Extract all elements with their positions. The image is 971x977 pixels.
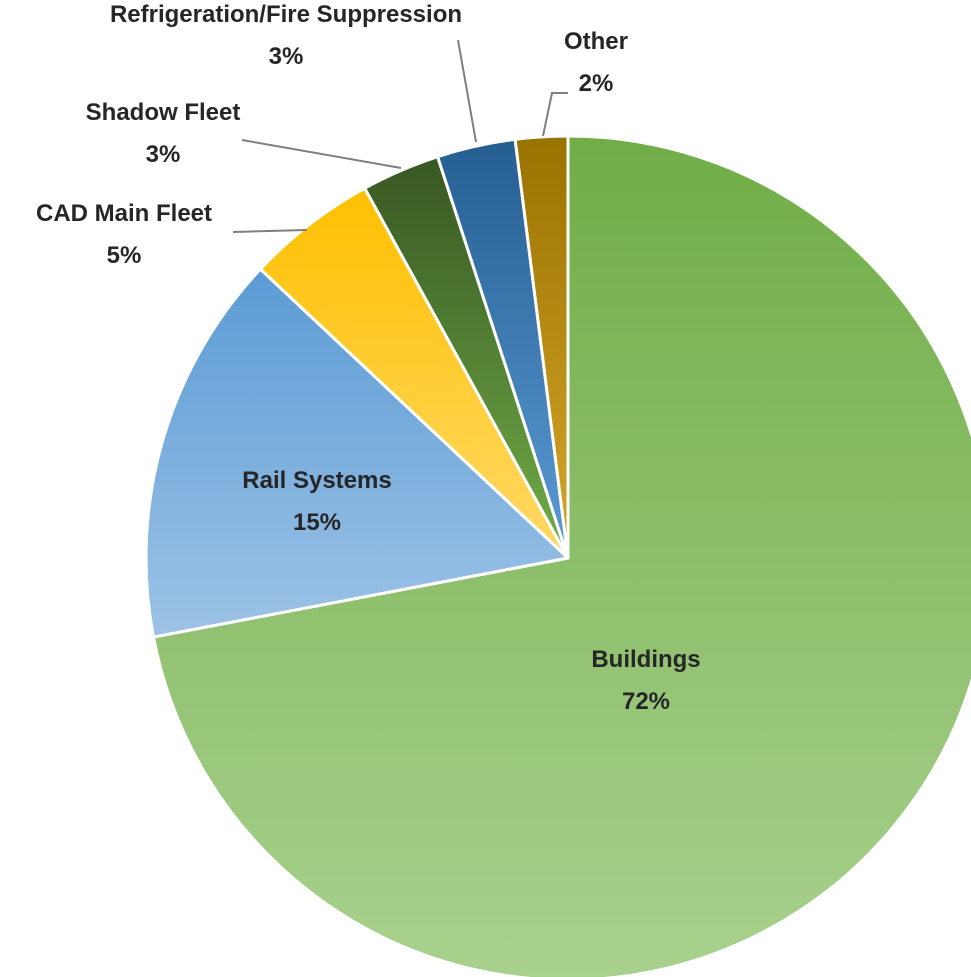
pie-slices [144,134,971,977]
slice-rail-systems [144,267,570,639]
data-label-pct-refrigeration-fire-suppression: 3% [269,43,304,70]
data-label-buildings: Buildings [591,646,700,673]
data-label-rail-systems: Rail Systems [242,467,391,494]
data-label-pct-shadow-fleet: 3% [146,141,181,168]
leader-line-other [542,92,568,137]
data-label-shadow-fleet: Shadow Fleet [86,99,241,126]
leader-line-shadow-fleet [241,139,402,169]
leader-line-cad-main-fleet [232,229,308,233]
data-label-cad-main-fleet: CAD Main Fleet [36,200,212,227]
data-label-pct-cad-main-fleet: 5% [107,242,142,269]
slice-buildings [151,134,971,977]
data-labels: Buildings 72% Rail Systems 15% CAD Main Flee… [36,1,701,715]
data-label-refrigeration-fire-suppression: Refrigeration/Fire Suppression [110,1,462,28]
slice-other [513,134,570,560]
data-label-pct-rail-systems: 15% [293,509,341,536]
data-label-other: Other [564,28,628,55]
leader-line-refrigeration-fire-suppression [457,39,477,143]
data-label-pct-other: 2% [579,70,614,97]
leader-lines [232,39,568,233]
data-label-pct-buildings: 72% [622,688,670,715]
